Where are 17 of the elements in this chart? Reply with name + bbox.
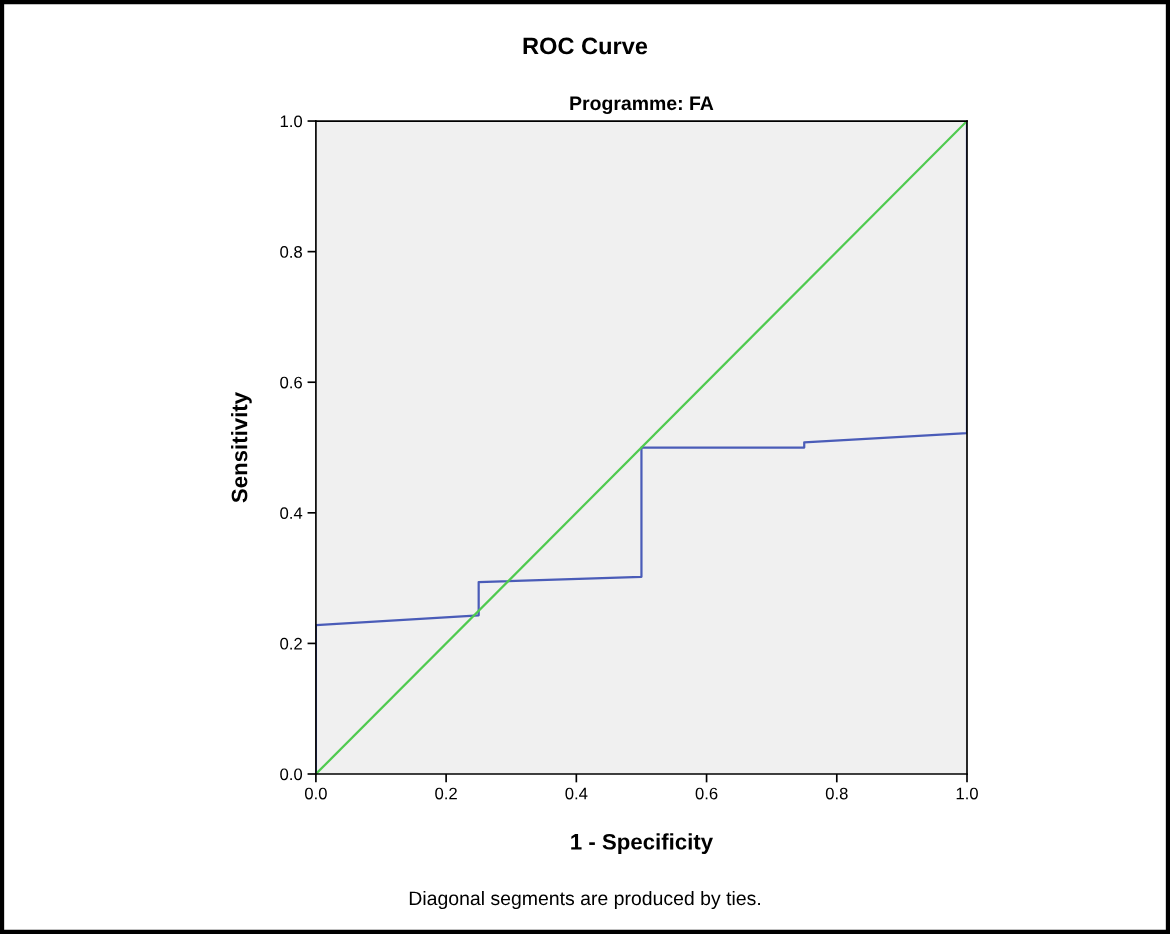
y-tick-label: 0.0 <box>280 768 303 781</box>
y-tick-label: 0.2 <box>280 637 302 650</box>
x-tick-label: 0.4 <box>565 787 588 800</box>
x-tick-label: 0.8 <box>825 787 848 800</box>
chart-subtitle: Programme: FA <box>570 96 714 115</box>
x-axis-title: 1 - Specificity <box>571 833 713 855</box>
x-tick-label: 0.0 <box>304 787 327 800</box>
y-tick-label: 1.0 <box>280 115 303 128</box>
y-tick-label: 0.8 <box>280 246 302 258</box>
text: Diagonal segments are produced by ties. <box>409 890 760 910</box>
x-tick-label: 1.0 <box>956 787 978 800</box>
y-tick-label: 0.6 <box>280 376 302 389</box>
chart-title: ROC Curve <box>523 37 648 55</box>
x-tick-label: 0.2 <box>435 787 457 800</box>
y-tick-label: 0.4 <box>280 507 303 520</box>
y-axis-title: Sensitivity <box>231 392 252 503</box>
x-tick-label: 0.6 <box>695 787 718 800</box>
